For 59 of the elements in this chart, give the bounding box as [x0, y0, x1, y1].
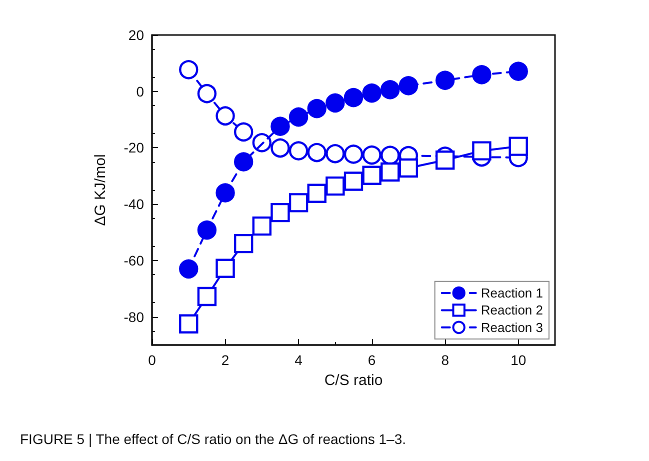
point: [179, 314, 198, 334]
caption: FIGURE 5 | The effect of C/S ratio on the ΔG of reactions 1–3.: [20, 431, 406, 447]
point: [398, 76, 418, 96]
point: [362, 166, 382, 185]
point: [435, 150, 455, 170]
point: [288, 107, 308, 127]
y-axis-title: ΔG KJ/mol: [92, 154, 109, 226]
y-tick-label: -40: [124, 196, 144, 212]
point: [288, 141, 308, 160]
point: [252, 216, 272, 236]
point: [216, 183, 235, 202]
point: [270, 116, 290, 136]
point: [234, 122, 254, 142]
y-tick-label: 20: [128, 27, 144, 43]
point: [326, 144, 345, 164]
point: [326, 93, 345, 113]
point: [307, 98, 326, 118]
point: [234, 234, 254, 254]
legend-label: Reaction 1: [480, 286, 544, 300]
point: [344, 172, 364, 191]
point: [216, 258, 235, 278]
point: [398, 158, 418, 178]
point: [380, 80, 400, 100]
point: [362, 145, 382, 165]
point: [436, 70, 455, 90]
point: [307, 184, 326, 203]
y-tick-label: 0: [136, 83, 144, 100]
point: [179, 259, 198, 279]
point: [380, 162, 400, 182]
x-tick-label: 8: [441, 352, 450, 368]
point: [179, 60, 198, 80]
point: [344, 88, 364, 108]
point: [288, 193, 308, 212]
point: [270, 202, 290, 222]
x-tick-label: 6: [368, 352, 376, 368]
y-tick-label: -80: [124, 308, 144, 325]
point: [472, 141, 492, 160]
y-tick-label: -20: [124, 140, 144, 156]
point: [326, 176, 345, 196]
point: [344, 144, 364, 164]
point: [216, 106, 235, 126]
point: [508, 62, 528, 81]
legend-label: Reaction 2: [480, 302, 544, 318]
point: [307, 142, 326, 162]
point: [270, 138, 290, 158]
point: [197, 286, 217, 306]
point: [362, 83, 382, 103]
x-tick-label: 10: [510, 352, 526, 368]
x-tick-label: 2: [221, 352, 230, 368]
x-axis-title: C/S ratio: [324, 372, 383, 389]
x-tick-label: 0: [148, 352, 156, 368]
point: [197, 220, 217, 240]
point: [234, 152, 254, 172]
point: [508, 136, 528, 156]
x-tick-label: 4: [294, 352, 303, 368]
point: [197, 84, 217, 104]
legend-label: Reaction 3: [480, 320, 544, 335]
point: [472, 65, 492, 84]
y-tick-label: -60: [124, 252, 144, 268]
